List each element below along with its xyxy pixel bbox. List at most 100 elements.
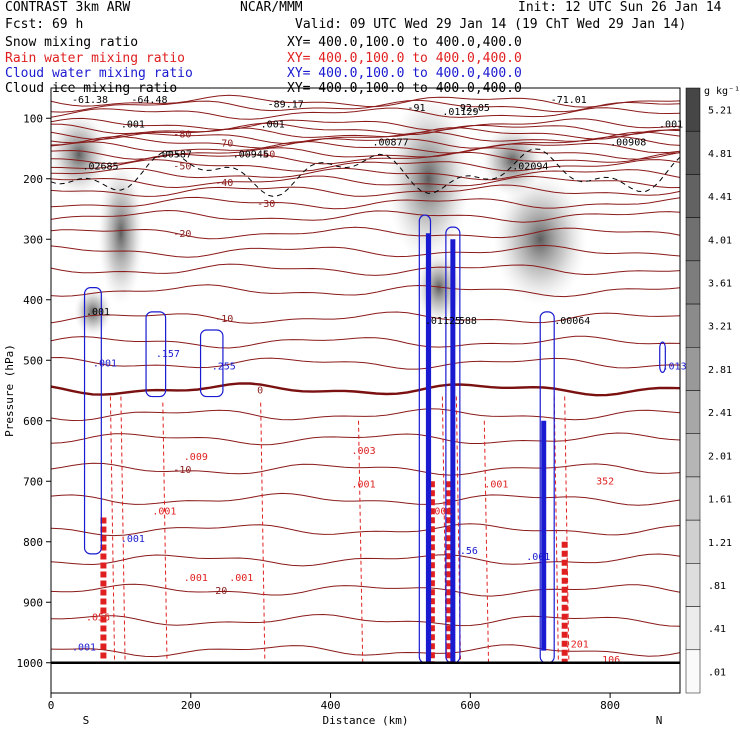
isotherm-line-6 <box>50 131 681 144</box>
cloud-water-max-label-7: .56 <box>460 546 478 557</box>
isotherm-label-3: -50 <box>173 161 191 172</box>
colorbar-segment-8 <box>685 433 701 478</box>
x-axis-label: Distance (km) <box>322 714 408 727</box>
y-axis-label: Pressure (hPa) <box>3 344 16 437</box>
minimum-label-4: 92.05 <box>460 103 490 114</box>
colorbar-segment-3 <box>685 217 701 262</box>
ice-max-label-3: .001 <box>86 307 110 318</box>
snow-shading-2 <box>74 287 112 337</box>
title-left: CONTRAST 3km ARW <box>5 0 131 15</box>
isotherm-line-4 <box>50 122 681 136</box>
isotherm-line-5 <box>50 127 681 140</box>
isotherm-line-7 <box>50 136 681 149</box>
isotherm-line-9 <box>50 147 681 160</box>
isotherm-line-0 <box>50 94 681 108</box>
y-tick-label-7: 800 <box>23 536 43 549</box>
ice-max-label-1: .588 <box>453 316 477 327</box>
y-tick-label-0: 100 <box>23 112 43 125</box>
snow-max-label-5: .02094 <box>512 162 548 173</box>
isotherm-line-2 <box>50 107 681 120</box>
colorbar-label-10: 1.21 <box>708 538 732 549</box>
rain-max-label-5: .106 <box>596 655 620 666</box>
colorbar-segment-9 <box>685 476 701 521</box>
colorbar-label-4: 3.61 <box>708 278 732 289</box>
rain-max-label-6: .001 <box>152 507 176 518</box>
snow-max-label-0: .02685 <box>82 162 118 173</box>
isotherm-line-10 <box>50 151 681 165</box>
colorbar-label-0: 5.21 <box>708 106 732 117</box>
isotherm-line-25 <box>50 408 681 422</box>
ice-max-label-0: .01125 <box>425 316 461 327</box>
isotherm-line-31 <box>50 583 681 597</box>
cloud-water-max-label-3: .001 <box>93 358 117 369</box>
rain-max-label-10: .001 <box>229 573 253 584</box>
y-tick-label-1: 200 <box>23 173 43 186</box>
cloud-water-max-label-1: .255 <box>212 361 236 372</box>
isotherm-line-17 <box>50 226 681 240</box>
colorbar-label-6: 2.81 <box>708 365 732 376</box>
minimum-label-1: -64.48 <box>131 95 167 106</box>
snow-max-label-9: .001 <box>659 119 683 130</box>
rain-contour-9 <box>483 420 490 663</box>
isotherm-line-26 <box>50 432 681 446</box>
isotherm-line-18 <box>50 244 681 258</box>
snow-max-label-1: .00587 <box>156 150 192 161</box>
cloud-water-max-label-0: .157 <box>156 349 180 360</box>
colorbar-label-9: 1.61 <box>708 495 732 506</box>
y-tick-label-2: 300 <box>23 233 43 246</box>
rain-max-label-1: .003 <box>352 446 376 457</box>
colorbar-label-5: 3.21 <box>708 322 732 333</box>
isotherm-line-13 <box>50 175 681 189</box>
x-end-label-north: N <box>656 714 663 727</box>
legend-xy-cloud-water: XY= 400.0,100.0 to 400.0,400.0 <box>287 66 522 81</box>
colorbar-unit: g kg⁻¹ <box>704 86 740 97</box>
rain-contour-3 <box>441 396 448 663</box>
minimum-label-2: -89.17 <box>268 99 304 110</box>
isotherm-line-33 <box>50 644 681 658</box>
isotherm-line-3 <box>50 117 681 131</box>
colorbar-label-7: 2.41 <box>708 408 732 419</box>
x-tick-label-0: 0 <box>48 699 55 712</box>
snow-shading-3 <box>386 94 471 264</box>
isotherm-label-10: 20 <box>215 586 227 597</box>
snow-shading-1 <box>97 160 144 306</box>
ice-max-label-2: .00064 <box>554 316 590 327</box>
y-tick-label-5: 600 <box>23 415 43 428</box>
cloud-water-contour-0 <box>83 287 102 555</box>
isotherm-line-29 <box>50 523 681 537</box>
minimum-label-0: -61.38 <box>72 95 108 106</box>
rain-contour-2 <box>358 420 364 663</box>
colorbar-segment-1 <box>685 130 701 175</box>
rain-max-label-8: .001 <box>484 479 508 490</box>
colorbar-label-8: 2.01 <box>708 451 732 462</box>
isotherm-line-22 <box>50 335 681 349</box>
colorbar-segment-4 <box>685 260 701 305</box>
x-tick-label-1: 200 <box>181 699 201 712</box>
rain-contour-5 <box>553 396 559 663</box>
isotherm-label-0: -80 <box>173 129 191 140</box>
rain-contour-7 <box>162 402 168 663</box>
isotherm-line-1 <box>50 99 681 113</box>
snow-max-label-7: .001 <box>121 119 145 130</box>
cloud-water-max-label-2: .013 <box>663 361 687 372</box>
isotherm-line-11 <box>50 159 681 172</box>
y-tick-label-3: 400 <box>23 294 43 307</box>
rain-contour-1 <box>120 396 126 663</box>
title-center: NCAR/MMM <box>240 0 303 15</box>
minimum-label-3: -91 <box>407 103 425 114</box>
rain-max-label-11: .001 <box>428 507 452 518</box>
isotherm-line-28 <box>50 492 681 506</box>
cloud-water-max-label-4: .001 <box>121 534 145 545</box>
x-end-label-south: S <box>83 714 90 727</box>
isotherm-line-21 <box>50 311 681 324</box>
x-tick-label-2: 400 <box>321 699 341 712</box>
x-tick-label-4: 800 <box>600 699 620 712</box>
colorbar-segment-11 <box>685 563 701 607</box>
snow-max-label-3: .00877 <box>372 137 408 148</box>
cloud-water-contour-5 <box>199 329 224 398</box>
isotherm-line-32 <box>50 613 681 627</box>
rain-max-label-2: 352 <box>596 476 614 487</box>
isotherm-line-12 <box>50 167 681 181</box>
legend-xy-snow: XY= 400.0,100.0 to 400.0,400.0 <box>287 35 522 50</box>
isotherm-label-5: -30 <box>257 199 275 210</box>
